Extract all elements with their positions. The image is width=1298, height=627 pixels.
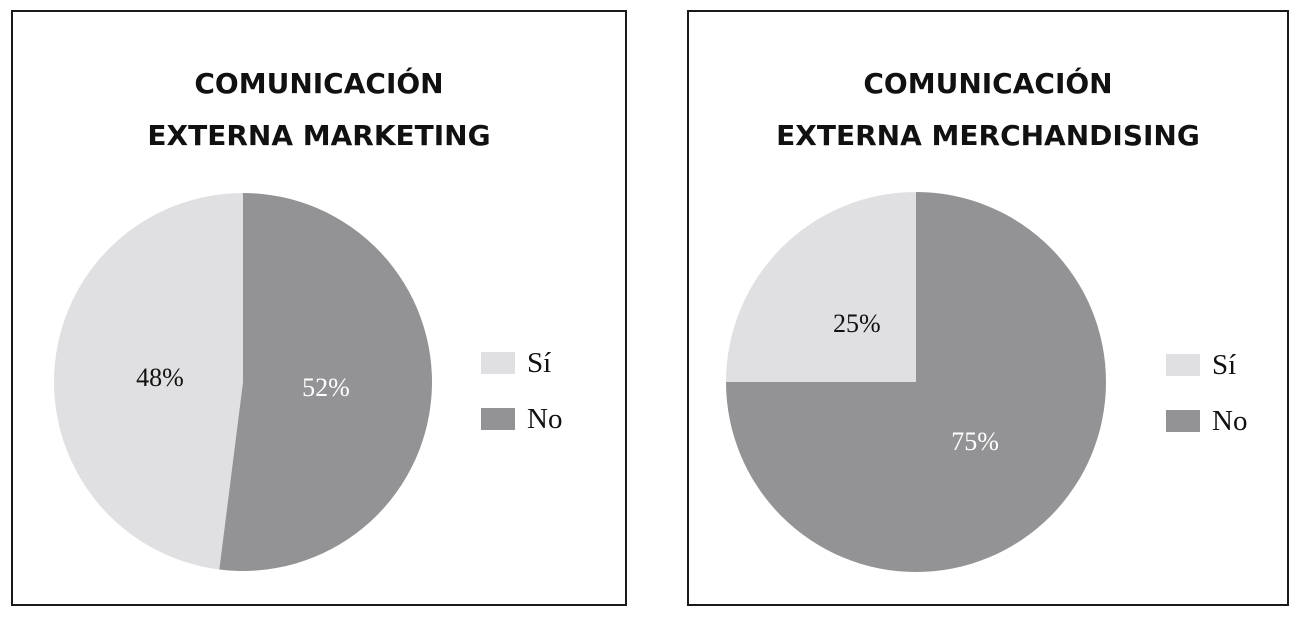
pie-chart-merchandising: 25% 75% [726,192,1106,572]
pie-slice-no [726,192,1106,572]
chart-title-line-1: COMUNICACIÓN [194,67,444,100]
legend-item-no: No [481,391,562,447]
chart-title: COMUNICACIÓN EXTERNA MARKETING [13,58,625,162]
legend-swatch-si [1166,354,1200,376]
legend-swatch-no [1166,410,1200,432]
pie-slice-si [53,193,243,570]
legend-label-si: Sí [527,346,552,379]
pie-slice-si [726,192,916,382]
legend-item-si: Sí [481,335,562,391]
chart-title-line-2: EXTERNA MERCHANDISING [776,119,1200,152]
chart-title-line-2: EXTERNA MARKETING [147,119,491,152]
legend-swatch-no [481,408,515,430]
pie-data-label-no: 52% [302,373,350,402]
chart-panel-marketing: COMUNICACIÓN EXTERNA MARKETING 48% 52% Sí… [11,10,627,606]
legend-label-no: No [527,402,563,435]
chart-legend: Sí No [1166,337,1247,449]
legend-item-si: Sí [1166,337,1247,393]
chart-title-line-1: COMUNICACIÓN [863,67,1113,100]
chart-legend: Sí No [481,335,562,447]
pie-data-label-no: 75% [951,427,999,456]
legend-swatch-si [481,352,515,374]
legend-item-no: No [1166,393,1247,449]
legend-label-no: No [1212,404,1248,437]
chart-title: COMUNICACIÓN EXTERNA MERCHANDISING [689,58,1287,162]
pie-data-label-si: 48% [136,363,184,392]
chart-panel-merchandising: COMUNICACIÓN EXTERNA MERCHANDISING 25% 75… [687,10,1289,606]
pie-data-label-si: 25% [833,309,881,338]
pie-slice-no [219,193,432,571]
legend-label-si: Sí [1212,348,1237,381]
pie-chart-marketing: 48% 52% [53,193,432,571]
